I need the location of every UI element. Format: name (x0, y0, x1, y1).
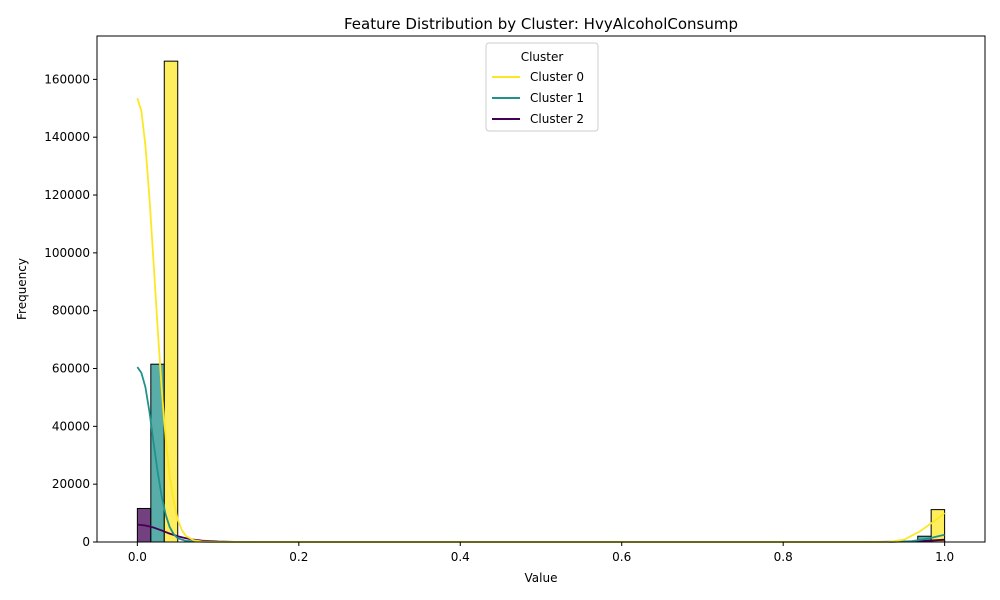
y-tick-label: 0 (82, 535, 90, 549)
y-tick-label: 40000 (52, 419, 90, 433)
y-tick-label: 140000 (44, 130, 90, 144)
legend-label-cluster-2: Cluster 2 (530, 112, 584, 126)
bar-cluster-0-0 (163, 60, 179, 543)
legend-box (485, 42, 599, 132)
x-tick-label: 0.4 (451, 550, 470, 564)
y-tick-label: 80000 (52, 304, 90, 318)
bars-layer (136, 60, 946, 543)
legend-label-cluster-1: Cluster 1 (530, 91, 584, 105)
axes-layer: 0.0 0.2 0.4 0.6 0.8 1.0 0 20000 40000 60000 80000 1… (44, 35, 986, 564)
y-tick-label: 60000 (52, 362, 90, 376)
x-tick-label: 0.8 (774, 550, 793, 564)
y-tick-label: 100000 (44, 246, 90, 260)
x-tick-label: 1.0 (935, 550, 954, 564)
plot-frame (96, 35, 986, 543)
x-tick-label: 0.2 (289, 550, 308, 564)
legend: Cluster Cluster 0 Cluster 1 Cluster 2 (485, 42, 599, 132)
y-tick-label: 160000 (44, 72, 90, 86)
chart-title: Feature Distribution by Cluster: HvyAlco… (344, 15, 738, 33)
y-tick-label: 20000 (52, 477, 90, 491)
y-tick-label: 120000 (44, 188, 90, 202)
legend-title: Cluster (521, 50, 564, 64)
x-axis-label: Value (525, 571, 558, 585)
x-tick-label: 0.6 (612, 550, 631, 564)
x-tick-label: 0.0 (128, 550, 147, 564)
legend-label-cluster-0: Cluster 0 (530, 70, 584, 84)
kde-line-cluster-0 (136, 97, 946, 543)
y-axis-label: Frequency (15, 258, 29, 320)
